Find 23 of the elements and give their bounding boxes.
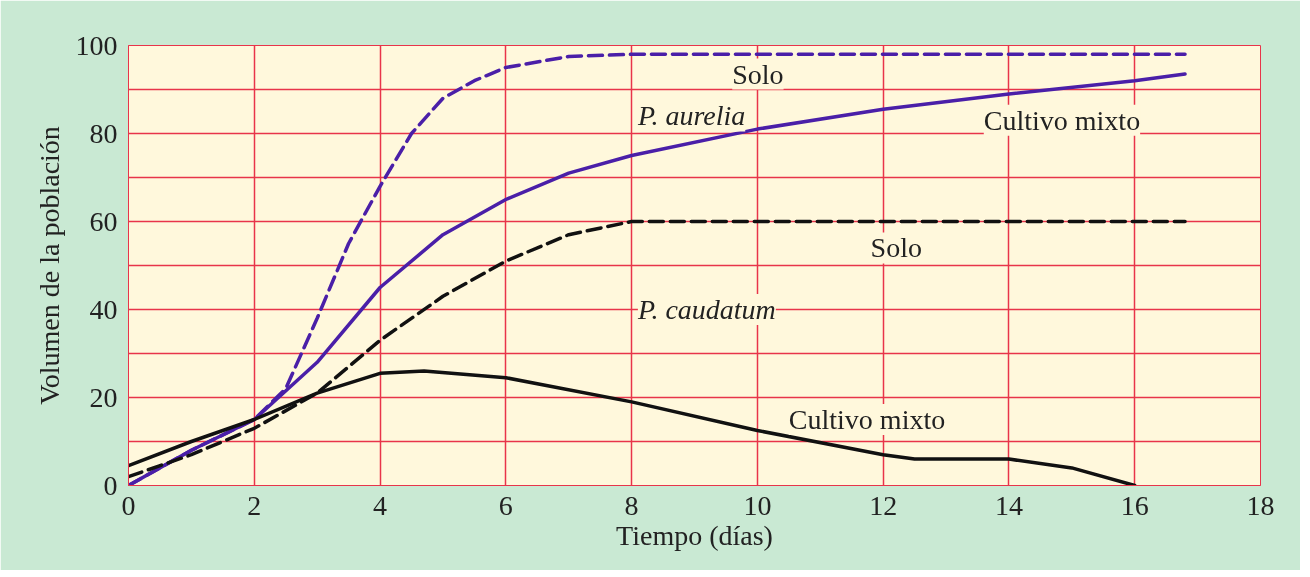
annotation: Cultivo mixto xyxy=(788,404,946,435)
annotation: P. aurelia xyxy=(636,100,746,132)
y-axis-title: Volumen de la población xyxy=(33,126,65,405)
y-tick-label: 0 xyxy=(103,469,118,501)
x-axis-title: Tiempo (días) xyxy=(616,519,773,551)
y-tick-label: 40 xyxy=(89,293,118,325)
x-tick-label: 2 xyxy=(247,489,262,521)
x-tick-label: 12 xyxy=(869,489,898,521)
annotation: P. caudatum xyxy=(636,294,776,325)
x-tick-label: 16 xyxy=(1120,489,1149,521)
annotation: Cultivo mixto xyxy=(983,104,1141,136)
x-tick-label: 18 xyxy=(1246,489,1275,521)
annotation: Solo xyxy=(870,232,922,264)
x-tick-label: 6 xyxy=(498,489,513,521)
y-tick-label: 100 xyxy=(75,29,118,61)
x-tick-label: 14 xyxy=(994,489,1023,521)
x-tick-label: 4 xyxy=(373,489,388,521)
x-tick-label: 10 xyxy=(743,489,772,521)
x-tick-label: 8 xyxy=(624,489,639,521)
y-tick-label: 80 xyxy=(89,117,118,149)
y-tick-label: 20 xyxy=(89,381,118,413)
y-tick-label: 60 xyxy=(89,205,118,237)
annotation: Solo xyxy=(732,58,784,90)
